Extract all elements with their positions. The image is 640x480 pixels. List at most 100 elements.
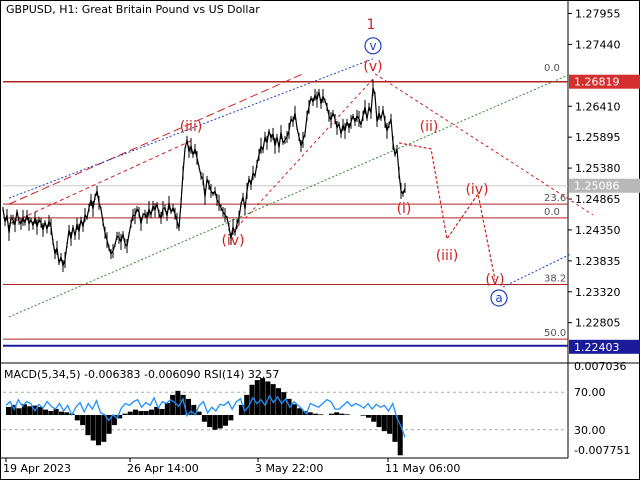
fib-level-label: 50.0 xyxy=(544,328,566,339)
macd-histogram-bar xyxy=(217,415,223,429)
macd-histogram-bar xyxy=(381,415,387,432)
x-tick-label: 26 Apr 14:00 xyxy=(127,462,199,475)
macd-histogram-bar xyxy=(27,406,33,415)
macd-histogram-bar xyxy=(106,415,112,434)
macd-histogram-bar xyxy=(397,415,403,456)
wave-path-line xyxy=(232,76,376,233)
macd-histogram-bar xyxy=(307,412,313,415)
wave-label: (iv) xyxy=(221,233,244,249)
y-tick-label: 1.24865 xyxy=(575,193,621,206)
macd-histogram-bar xyxy=(376,415,382,428)
y-tick-label: 1.27955 xyxy=(575,8,621,21)
macd-histogram-bar xyxy=(90,415,96,441)
x-tick-label: 3 May 22:00 xyxy=(255,462,323,475)
macd-histogram-bar xyxy=(117,415,123,419)
symbol-description: Great Britain Pound vs US Dollar xyxy=(81,3,260,16)
forecast-path xyxy=(398,142,496,280)
macd-histogram-bar xyxy=(164,402,170,415)
trend-channel-line xyxy=(502,253,572,288)
price-tag-label: 1.26819 xyxy=(574,76,620,89)
macd-histogram-bar xyxy=(95,415,102,446)
indicator-axis-label: 0.007036 xyxy=(574,360,627,373)
macd-histogram-bar xyxy=(244,394,250,415)
macd-histogram-bar xyxy=(207,415,213,428)
wave-label: v xyxy=(369,39,376,53)
macd-histogram-bar xyxy=(313,413,319,415)
macd-histogram-bar xyxy=(318,414,324,415)
macd-histogram-bar xyxy=(365,415,371,418)
macd-histogram-bar xyxy=(196,411,202,415)
macd-histogram-bar xyxy=(191,404,197,415)
y-tick-label: 1.23320 xyxy=(575,286,621,299)
rsi-line xyxy=(5,394,406,438)
trend-channel-line xyxy=(8,58,374,199)
macd-histogram-bar xyxy=(180,394,186,415)
macd-histogram-bar xyxy=(11,404,17,415)
macd-histogram-bar xyxy=(344,414,350,415)
macd-histogram-bar xyxy=(238,404,244,415)
price-tag-box xyxy=(569,74,640,89)
macd-histogram-bar xyxy=(212,415,218,430)
macd-histogram-bar xyxy=(201,415,207,422)
macd-histogram-bar xyxy=(133,409,139,415)
indicator-axis-label: 70.00 xyxy=(574,386,606,399)
macd-histogram-bar xyxy=(53,408,59,415)
y-tick-label: 1.23835 xyxy=(575,255,621,268)
price-tag-box xyxy=(569,178,640,193)
wave-label: (iii) xyxy=(436,248,459,264)
macd-histogram-bar xyxy=(58,411,64,415)
wave-label-circle xyxy=(364,37,382,55)
wave-label: (ii) xyxy=(420,119,439,135)
y-tick-label: 1.25895 xyxy=(575,131,621,144)
macd-histogram-bar xyxy=(122,413,128,415)
y-tick-label: 1.25380 xyxy=(575,162,621,175)
fib-level-label: 0.0 xyxy=(544,63,560,74)
macd-histogram-bar xyxy=(360,415,366,416)
macd-histogram-bar xyxy=(127,411,133,415)
fib-level-label: 38.2 xyxy=(544,274,566,285)
macd-histogram-bar xyxy=(297,408,303,415)
macd-histogram-bar xyxy=(339,413,345,415)
macd-histogram-bar xyxy=(328,413,334,415)
macd-histogram-bar xyxy=(43,409,49,415)
indicator-axis-label: -0.007751 xyxy=(574,444,630,457)
macd-histogram-bar xyxy=(334,412,340,415)
trend-channel-line xyxy=(8,139,194,225)
price-series-line xyxy=(2,87,406,269)
macd-histogram-bar xyxy=(85,415,91,436)
x-tick-label: 11 May 06:00 xyxy=(385,462,460,475)
macd-histogram-bar xyxy=(37,406,43,415)
macd-histogram-bar xyxy=(254,380,260,415)
wave-label: 1 xyxy=(367,17,376,33)
fib-level-label: 0.0 xyxy=(544,207,560,218)
wave-label: a xyxy=(495,291,502,305)
macd-histogram-bar xyxy=(74,415,80,421)
wave-label: (iii) xyxy=(180,119,203,135)
macd-histogram-bar xyxy=(143,410,149,415)
macd-histogram-bar xyxy=(159,408,165,415)
macd-histogram-bar xyxy=(101,415,107,442)
macd-histogram-bar xyxy=(80,415,86,426)
fib-level-label: 23.6 xyxy=(544,193,566,204)
wave-label: (i) xyxy=(397,201,412,217)
macd-histogram-bar xyxy=(392,415,398,442)
indicator-axis-label: 30.00 xyxy=(574,424,606,437)
macd-histogram-bar xyxy=(371,415,377,422)
target-line xyxy=(374,73,594,216)
macd-histogram-bar xyxy=(260,378,266,415)
y-tick-label: 1.22805 xyxy=(575,317,621,330)
trend-channel-line xyxy=(8,73,304,205)
macd-histogram-bar xyxy=(154,406,160,415)
macd-histogram-bar xyxy=(21,404,27,415)
macd-histogram-bar xyxy=(148,409,154,415)
macd-histogram-bar xyxy=(270,384,276,415)
y-tick-label: 1.27440 xyxy=(575,38,621,51)
macd-histogram-bar xyxy=(228,415,234,421)
macd-histogram-bar xyxy=(48,410,54,415)
macd-histogram-bar xyxy=(111,415,117,426)
wave-label: (v) xyxy=(363,59,382,75)
macd-histogram-bar xyxy=(291,404,297,415)
macd-histogram-bar xyxy=(387,415,393,434)
